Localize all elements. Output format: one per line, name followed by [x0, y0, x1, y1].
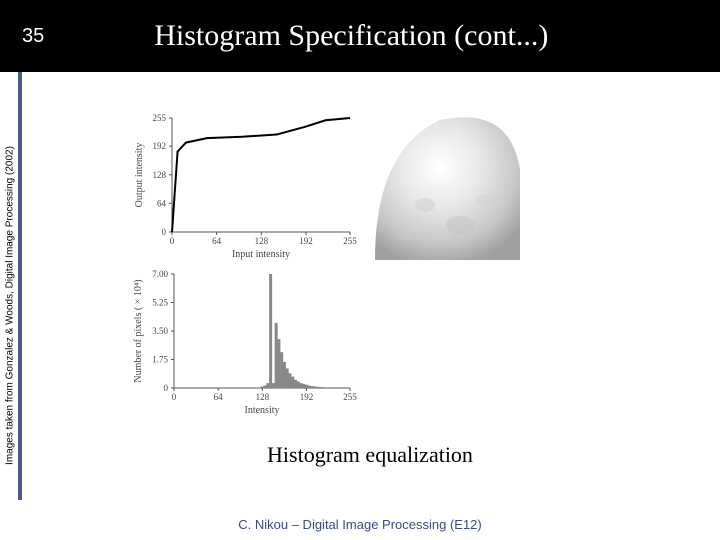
svg-text:Input intensity: Input intensity — [232, 249, 290, 260]
svg-text:255: 255 — [153, 113, 167, 123]
svg-text:Output intensity: Output intensity — [134, 143, 145, 208]
svg-text:7.00: 7.00 — [152, 269, 168, 279]
svg-text:1.75: 1.75 — [152, 355, 168, 365]
slide-footer: C. Nikou – Digital Image Processing (E12… — [0, 517, 720, 532]
svg-text:0: 0 — [164, 383, 169, 393]
svg-text:255: 255 — [343, 392, 357, 402]
svg-text:192: 192 — [153, 141, 167, 151]
svg-text:Intensity: Intensity — [245, 405, 280, 416]
sidebar-accent — [18, 72, 22, 500]
figure-caption: Histogram equalization — [170, 442, 570, 468]
svg-text:64: 64 — [212, 236, 222, 246]
title-bar: 35 Histogram Specification (cont...) — [0, 0, 720, 72]
svg-text:128: 128 — [153, 170, 167, 180]
moon-svg — [370, 110, 520, 260]
transfer-function-chart: 0 64 128 192 255 0 64 128 192 255 Input intensity O… — [130, 110, 360, 260]
histogram-chart: 0 64 128 192 255 0 1.75 3.50 5.25 7.00 Intensity Nu… — [130, 266, 360, 416]
svg-text:192: 192 — [299, 236, 313, 246]
sidebar-citation: Images taken from Gonzalez & Woods, Digi… — [5, 106, 16, 506]
content-area: 0 64 128 192 255 0 64 128 192 255 Input intensity O… — [130, 110, 570, 468]
top-row: 0 64 128 192 255 0 64 128 192 255 Input intensity O… — [130, 110, 570, 260]
svg-text:64: 64 — [157, 198, 167, 208]
svg-text:192: 192 — [300, 392, 314, 402]
svg-text:0: 0 — [172, 392, 177, 402]
svg-text:Number of pixels ( × 10⁴): Number of pixels ( × 10⁴) — [133, 279, 144, 382]
moon-image — [370, 110, 520, 260]
svg-text:5.25: 5.25 — [152, 298, 168, 308]
page-number: 35 — [22, 25, 44, 48]
slide-title: Histogram Specification (cont...) — [154, 19, 548, 53]
svg-text:255: 255 — [343, 236, 357, 246]
svg-text:128: 128 — [256, 392, 270, 402]
svg-text:128: 128 — [255, 236, 269, 246]
bottom-row: 0 64 128 192 255 0 1.75 3.50 5.25 7.00 Intensity Nu… — [130, 266, 570, 416]
transfer-svg: 0 64 128 192 255 0 64 128 192 255 Input intensity O… — [130, 110, 360, 260]
svg-text:0: 0 — [170, 236, 175, 246]
svg-text:3.50: 3.50 — [152, 326, 168, 336]
histogram-svg: 0 64 128 192 255 0 1.75 3.50 5.25 7.00 Intensity Nu… — [130, 266, 360, 416]
svg-text:0: 0 — [162, 227, 167, 237]
svg-text:64: 64 — [214, 392, 224, 402]
